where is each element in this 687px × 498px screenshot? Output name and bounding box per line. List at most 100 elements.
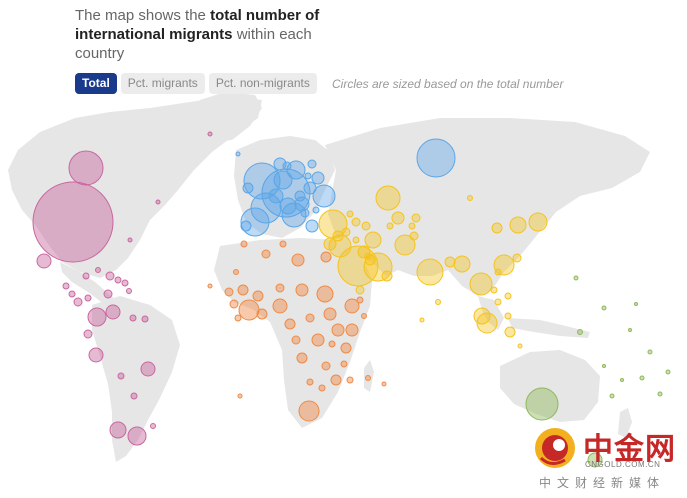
libya-bubble[interactable] (291, 253, 305, 267)
argentina-bubble[interactable] (127, 426, 147, 446)
portugal-bubble[interactable] (240, 220, 252, 232)
bangladesh-bubble[interactable] (453, 255, 471, 273)
djibouti-bubble[interactable] (356, 296, 364, 304)
qatar-bubble[interactable] (364, 254, 376, 266)
zambia-bubble[interactable] (321, 361, 331, 371)
switzerland-bubble[interactable] (279, 197, 297, 215)
philippines-bubble[interactable] (504, 292, 512, 300)
mozambique-bubble[interactable] (346, 376, 354, 384)
guyana-bubble[interactable] (129, 314, 137, 322)
italy-bubble[interactable] (281, 202, 307, 228)
central-america-bubble-3[interactable] (73, 297, 83, 307)
turkmenistan-bubble[interactable] (386, 222, 394, 230)
iraq-bubble[interactable] (352, 236, 360, 244)
iceland-bubble[interactable] (235, 151, 241, 157)
namibia-bubble[interactable] (306, 378, 314, 386)
thailand-bubble[interactable] (469, 272, 493, 296)
israel-bubble[interactable] (323, 237, 337, 251)
pacific-bubble-7[interactable] (609, 393, 615, 399)
zimbabwe-bubble[interactable] (330, 374, 342, 386)
brazil-bubble[interactable] (140, 361, 156, 377)
uruguay-bubble[interactable] (150, 423, 156, 429)
kazakhstan-bubble[interactable] (375, 185, 401, 211)
bermuda-bubble[interactable] (127, 237, 133, 243)
caribbean-bubble-4[interactable] (126, 288, 132, 294)
botswana-bubble[interactable] (318, 384, 326, 392)
china-bubble[interactable] (491, 222, 503, 234)
baltic-bubble[interactable] (304, 172, 312, 180)
bolivia-bubble[interactable] (117, 372, 125, 380)
venezuela-bubble[interactable] (105, 304, 121, 320)
czech-bubble[interactable] (294, 190, 306, 202)
suriname-bubble[interactable] (141, 315, 149, 323)
mali-bubble[interactable] (237, 284, 249, 296)
ireland-bubble[interactable] (242, 182, 254, 194)
tab-pct-non-migrants[interactable]: Pct. non-migrants (208, 73, 317, 94)
paraguay-bubble[interactable] (130, 392, 138, 400)
lebanon-bubble[interactable] (332, 230, 344, 242)
tanzania-bubble[interactable] (340, 342, 352, 354)
romania-bubble[interactable] (312, 206, 320, 214)
finland-bubble[interactable] (307, 159, 317, 169)
uzbekistan-bubble[interactable] (391, 211, 405, 225)
caribbean-bubble-7[interactable] (95, 267, 101, 273)
mongolia-bubble[interactable] (467, 195, 473, 201)
greece-bubble[interactable] (305, 219, 319, 233)
nepal-bubble[interactable] (444, 256, 456, 268)
singapore-bubble[interactable] (473, 307, 491, 325)
caribbean-bubble-3[interactable] (121, 279, 129, 287)
armenia-bubble[interactable] (351, 217, 361, 227)
azerbaijan-bubble[interactable] (361, 221, 371, 231)
ghana-bubble[interactable] (256, 308, 268, 320)
brunei-bubble[interactable] (504, 312, 512, 320)
afghanistan-bubble[interactable] (409, 231, 419, 241)
papua-new-guinea-bubble[interactable] (577, 329, 583, 335)
pacific-bubble-1[interactable] (573, 275, 579, 281)
senegal-bubble[interactable] (224, 287, 234, 297)
rwanda-bubble[interactable] (328, 340, 336, 348)
south-africa-bubble[interactable] (298, 400, 320, 422)
oman-bubble[interactable] (381, 270, 393, 282)
mauritius-bubble[interactable] (381, 381, 387, 387)
kenya-bubble[interactable] (345, 323, 359, 337)
fiji-bubble[interactable] (639, 375, 645, 381)
caribbean-bubble-1[interactable] (105, 271, 115, 281)
greenland-bubble[interactable] (207, 131, 213, 137)
macau-bubble[interactable] (494, 268, 502, 276)
egypt-bubble[interactable] (320, 251, 332, 263)
syria-bubble[interactable] (341, 227, 351, 237)
kyrgyzstan-bubble[interactable] (411, 213, 421, 223)
burkina-faso-bubble[interactable] (252, 290, 264, 302)
malaysia-bubble[interactable] (476, 312, 498, 334)
iran-bubble[interactable] (364, 231, 382, 249)
car-bubble[interactable] (305, 313, 315, 323)
peru-bubble[interactable] (88, 347, 104, 363)
colombia-bubble[interactable] (87, 307, 107, 327)
pacific-bubble-8[interactable] (620, 378, 624, 382)
cameroon-bubble[interactable] (284, 318, 296, 330)
maldives-bubble[interactable] (419, 317, 425, 323)
nigeria-bubble[interactable] (272, 298, 288, 314)
belarus-bubble[interactable] (311, 171, 325, 185)
tab-total[interactable]: Total (75, 73, 117, 94)
caribbean-bubble-6[interactable] (82, 272, 90, 280)
algeria-bubble[interactable] (261, 249, 271, 259)
ukraine-bubble[interactable] (312, 184, 336, 208)
sao-tome-bubble[interactable] (237, 393, 243, 399)
pacific-bubble-3[interactable] (628, 328, 632, 332)
serbia-bubble[interactable] (300, 208, 310, 218)
pacific-bubble-5[interactable] (665, 369, 671, 375)
gabon-bubble[interactable] (291, 335, 301, 345)
taiwan-bubble[interactable] (512, 253, 522, 263)
niger-bubble[interactable] (275, 283, 285, 293)
central-america-bubble-4[interactable] (84, 294, 92, 302)
france-bubble[interactable] (250, 192, 282, 224)
pacific-bubble-4[interactable] (647, 349, 653, 355)
pacific-bubble-10[interactable] (634, 302, 638, 306)
alaska-bubble[interactable] (155, 199, 161, 205)
usa-bubble[interactable] (32, 181, 114, 263)
cambodia-bubble[interactable] (494, 298, 502, 306)
caribbean-bubble-2[interactable] (114, 276, 122, 284)
ecuador-bubble[interactable] (83, 329, 93, 339)
drc-bubble[interactable] (311, 333, 325, 347)
